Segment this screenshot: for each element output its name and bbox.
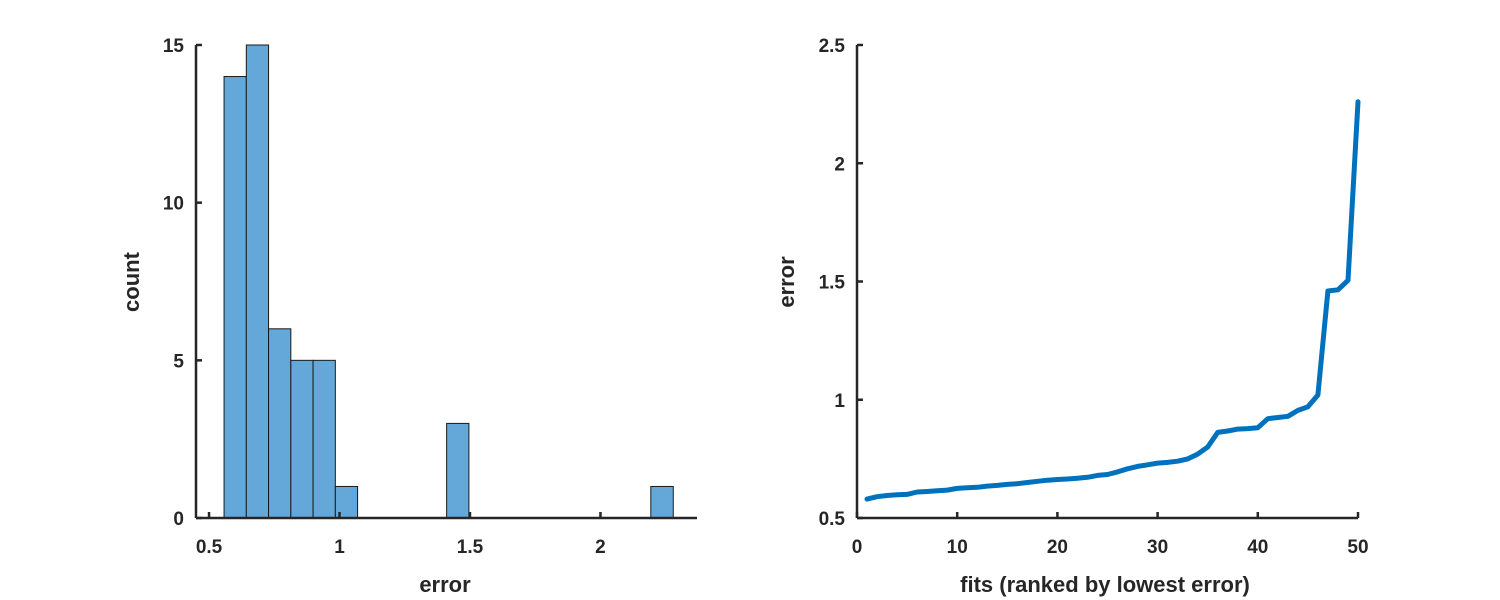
line-chart-x-tick-label: 0 bbox=[852, 537, 863, 558]
line-chart-y-tick-label: 0.5 bbox=[819, 509, 846, 530]
histogram-x-tick-label: 1.5 bbox=[457, 537, 484, 558]
line-chart-series bbox=[864, 99, 1361, 502]
histogram-bar bbox=[223, 76, 247, 519]
histogram-bar bbox=[650, 485, 674, 519]
histogram-x-axis-label: error bbox=[419, 572, 471, 597]
line-chart-x-tick-label: 30 bbox=[1147, 537, 1168, 558]
histogram-y-tick-label: 10 bbox=[163, 194, 184, 215]
histogram-y-tick-label: 5 bbox=[173, 351, 184, 372]
histogram-bar bbox=[290, 359, 314, 519]
line-chart-axes: 0 10 20 30 40 50 0.5 1 1.5 2 2.5 bbox=[819, 36, 1369, 558]
histogram-y-tick-label: 0 bbox=[173, 509, 184, 530]
line-chart-y-axis-label: error bbox=[774, 256, 799, 308]
error-series-line bbox=[864, 99, 1361, 502]
histogram-axes: 0.5 1 1.5 2 0 5 10 15 bbox=[163, 36, 697, 558]
line-chart-panel: 0 10 20 30 40 50 0.5 1 1.5 2 2.5 fits (ranked by l… bbox=[774, 36, 1369, 597]
histogram-x-tick-label: 0.5 bbox=[196, 537, 223, 558]
histogram-bar bbox=[312, 359, 336, 519]
histogram-x-tick-label: 1 bbox=[334, 537, 345, 558]
line-chart-x-tick-label: 40 bbox=[1247, 537, 1268, 558]
histogram-x-tick-label: 2 bbox=[595, 537, 606, 558]
line-chart-x-tick-label: 50 bbox=[1347, 537, 1368, 558]
histogram-y-axis-label: count bbox=[119, 251, 144, 312]
histogram-panel: 0.5 1 1.5 2 0 5 10 15 error count bbox=[119, 36, 697, 597]
line-chart-x-tick-label: 20 bbox=[1047, 537, 1068, 558]
line-chart-y-tick-label: 2.5 bbox=[819, 36, 846, 57]
line-chart-x-axis-label: fits (ranked by lowest error) bbox=[960, 572, 1250, 597]
line-chart-x-tick-label: 10 bbox=[947, 537, 968, 558]
histogram-bar bbox=[245, 44, 270, 519]
histogram-y-tick-label: 15 bbox=[163, 36, 185, 57]
histogram-bar bbox=[268, 328, 292, 519]
line-chart-y-tick-label: 1 bbox=[834, 391, 845, 412]
histogram-bar bbox=[446, 422, 470, 519]
line-chart-y-tick-label: 2 bbox=[834, 154, 845, 175]
line-chart-y-tick-label: 1.5 bbox=[819, 273, 846, 294]
histogram-bars bbox=[223, 44, 674, 519]
